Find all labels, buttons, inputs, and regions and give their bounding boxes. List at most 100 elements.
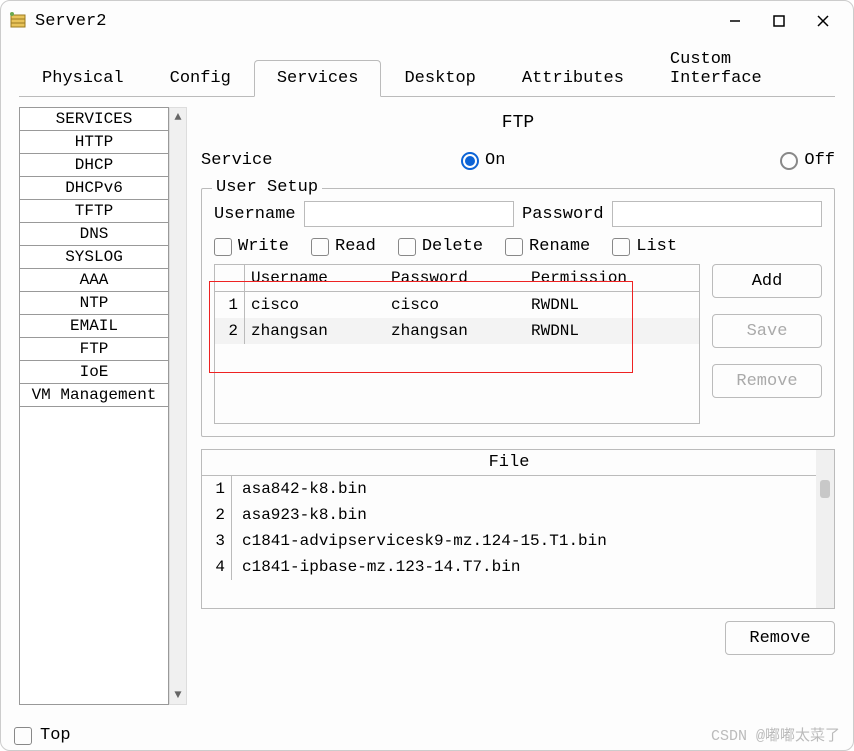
- scroll-up-icon[interactable]: ▲: [172, 108, 183, 126]
- service-row: Service On Off: [201, 151, 835, 170]
- tab-desktop[interactable]: Desktop: [381, 60, 498, 96]
- tab-services[interactable]: Services: [254, 60, 382, 97]
- remove-user-button[interactable]: Remove: [712, 364, 822, 398]
- scroll-down-icon[interactable]: ▼: [172, 686, 183, 704]
- sidebar-item-aaa[interactable]: AAA: [19, 268, 169, 292]
- col-password: Password: [385, 265, 525, 291]
- rename-label: Rename: [529, 237, 590, 256]
- tab-physical[interactable]: Physical: [19, 60, 147, 96]
- users-table: Username Password Permission 1 cisco cis…: [214, 264, 700, 424]
- table-row[interactable]: 1 cisco cisco RWDNL: [215, 292, 699, 318]
- file-row[interactable]: 4c1841-ipbase-mz.123-14.T7.bin: [202, 554, 816, 580]
- cell-password: cisco: [385, 292, 525, 318]
- read-label: Read: [335, 237, 376, 256]
- file-name: c1841-ipbase-mz.123-14.T7.bin: [232, 554, 530, 580]
- server-icon: [9, 11, 29, 31]
- cell-num: 2: [215, 318, 245, 344]
- file-header: File: [202, 450, 816, 476]
- file-scrollbar[interactable]: [816, 450, 834, 608]
- list-checkbox[interactable]: List: [612, 237, 677, 256]
- sidebar-item-vm-management[interactable]: VM Management: [19, 383, 169, 407]
- user-setup-fieldset: User Setup Username Password Write Read …: [201, 188, 835, 437]
- sidebar-item-ioe[interactable]: IoE: [19, 360, 169, 384]
- username-input[interactable]: [304, 201, 514, 227]
- service-off-radio[interactable]: Off: [780, 151, 835, 170]
- cell-permission: RWDNL: [525, 292, 699, 318]
- password-input[interactable]: [612, 201, 822, 227]
- file-name: asa842-k8.bin: [232, 476, 377, 502]
- save-button[interactable]: Save: [712, 314, 822, 348]
- footer: Top: [14, 726, 71, 745]
- main-panel: FTP Service On Off User Setup Username: [201, 107, 835, 732]
- tab-custom-interface[interactable]: Custom Interface: [647, 41, 835, 96]
- file-num: 3: [202, 528, 232, 554]
- sidebar-item-email[interactable]: EMAIL: [19, 314, 169, 338]
- top-checkbox[interactable]: [14, 727, 32, 745]
- sidebar-wrap: SERVICES HTTP DHCP DHCPv6 TFTP DNS SYSLO…: [19, 107, 187, 732]
- tab-bar: Physical Config Services Desktop Attribu…: [1, 41, 853, 96]
- read-checkbox[interactable]: Read: [311, 237, 376, 256]
- watermark: CSDN @嘟嘟太菜了: [711, 724, 840, 745]
- sidebar-item-ntp[interactable]: NTP: [19, 291, 169, 315]
- checkbox-icon: [505, 238, 523, 256]
- file-num: 2: [202, 502, 232, 528]
- write-label: Write: [238, 237, 289, 256]
- radio-off-icon: [780, 152, 798, 170]
- sidebar-item-ftp[interactable]: FTP: [19, 337, 169, 361]
- cell-username: zhangsan: [245, 318, 385, 344]
- scrollbar-thumb[interactable]: [820, 480, 830, 498]
- checkbox-icon: [311, 238, 329, 256]
- col-permission: Permission: [525, 265, 699, 291]
- cell-username: cisco: [245, 292, 385, 318]
- users-buttons: Add Save Remove: [712, 264, 822, 424]
- minimize-button[interactable]: [713, 6, 757, 36]
- sidebar-item-dhcpv6[interactable]: DHCPv6: [19, 176, 169, 200]
- write-checkbox[interactable]: Write: [214, 237, 289, 256]
- file-name: c1841-advipservicesk9-mz.124-15.T1.bin: [232, 528, 617, 554]
- users-area: Username Password Permission 1 cisco cis…: [214, 264, 822, 424]
- service-label: Service: [201, 151, 441, 170]
- sidebar-item-http[interactable]: HTTP: [19, 130, 169, 154]
- radio-on-icon: [461, 152, 479, 170]
- delete-label: Delete: [422, 237, 483, 256]
- file-row[interactable]: 2asa923-k8.bin: [202, 502, 816, 528]
- tab-attributes[interactable]: Attributes: [499, 60, 647, 96]
- table-row[interactable]: 2 zhangsan zhangsan RWDNL: [215, 318, 699, 344]
- col-num: [215, 265, 245, 291]
- delete-checkbox[interactable]: Delete: [398, 237, 483, 256]
- rename-checkbox[interactable]: Rename: [505, 237, 590, 256]
- close-button[interactable]: [801, 6, 845, 36]
- file-box: File 1asa842-k8.bin 2asa923-k8.bin 3c184…: [201, 449, 835, 609]
- password-label: Password: [522, 205, 604, 224]
- list-label: List: [636, 237, 677, 256]
- services-sidebar: SERVICES HTTP DHCP DHCPv6 TFTP DNS SYSLO…: [19, 107, 169, 705]
- titlebar: Server2: [1, 1, 853, 41]
- sidebar-item-syslog[interactable]: SYSLOG: [19, 245, 169, 269]
- file-actions: Remove: [201, 621, 835, 655]
- service-on-label: On: [485, 151, 505, 170]
- sidebar-item-services[interactable]: SERVICES: [19, 107, 169, 131]
- file-num: 1: [202, 476, 232, 502]
- maximize-button[interactable]: [757, 6, 801, 36]
- page-title: FTP: [201, 107, 835, 139]
- sidebar-item-tftp[interactable]: TFTP: [19, 199, 169, 223]
- user-setup-legend: User Setup: [212, 178, 322, 197]
- service-on-radio[interactable]: On: [461, 151, 505, 170]
- col-username: Username: [245, 265, 385, 291]
- checkbox-icon: [398, 238, 416, 256]
- permissions-row: Write Read Delete Rename List: [214, 237, 822, 256]
- sidebar-scrollbar[interactable]: ▲ ▼: [169, 107, 187, 705]
- app-window: Server2 Physical Config Services Desktop…: [0, 0, 854, 751]
- file-name: asa923-k8.bin: [232, 502, 377, 528]
- file-row[interactable]: 1asa842-k8.bin: [202, 476, 816, 502]
- cell-num: 1: [215, 292, 245, 318]
- sidebar-item-dhcp[interactable]: DHCP: [19, 153, 169, 177]
- remove-file-button[interactable]: Remove: [725, 621, 835, 655]
- username-label: Username: [214, 205, 296, 224]
- sidebar-item-dns[interactable]: DNS: [19, 222, 169, 246]
- tab-config[interactable]: Config: [147, 60, 254, 96]
- cell-password: zhangsan: [385, 318, 525, 344]
- file-row[interactable]: 3c1841-advipservicesk9-mz.124-15.T1.bin: [202, 528, 816, 554]
- add-button[interactable]: Add: [712, 264, 822, 298]
- top-label: Top: [40, 726, 71, 745]
